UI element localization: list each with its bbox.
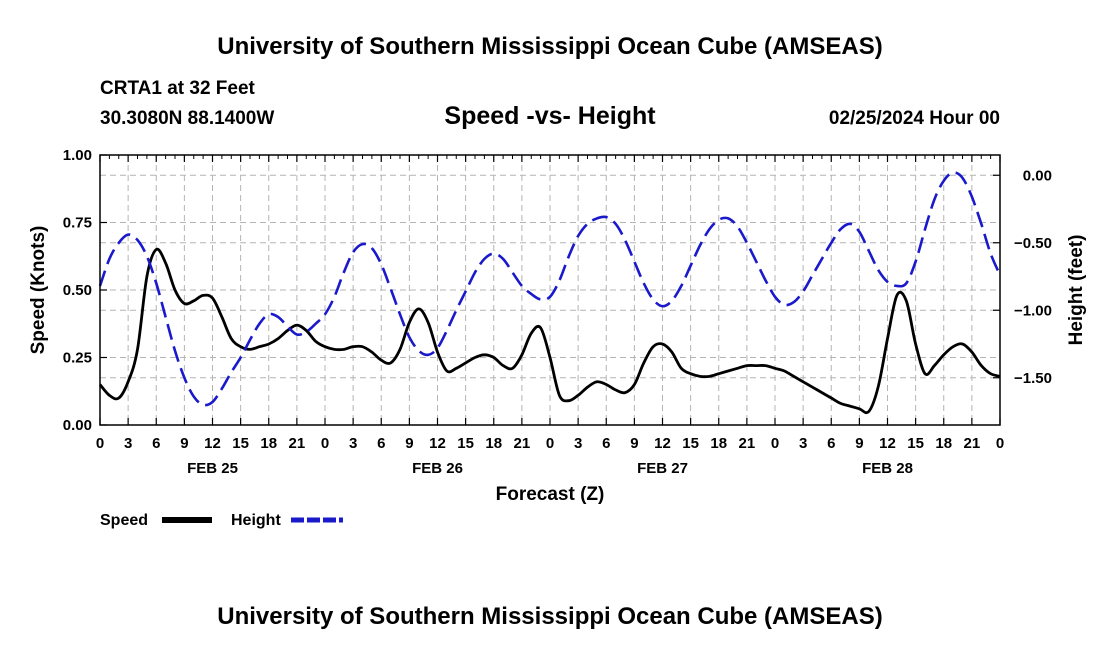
y2-tick-label: −0.50 — [1014, 235, 1052, 252]
x-tick-label: 15 — [907, 435, 924, 452]
x-tick-label: 0 — [771, 435, 779, 452]
date-label: FEB 27 — [637, 460, 688, 477]
date-label: FEB 28 — [862, 460, 913, 477]
date-label: FEB 25 — [187, 460, 238, 477]
x-tick-label: 9 — [405, 435, 413, 452]
x-tick-label: 3 — [124, 435, 132, 452]
x-tick-label: 18 — [935, 435, 952, 452]
y2-tick-label: −1.00 — [1014, 302, 1052, 319]
x-tick-label: 18 — [485, 435, 502, 452]
x-tick-label: 12 — [204, 435, 221, 452]
coordinates-label: 30.3080N 88.1400W — [100, 108, 274, 129]
speed-series-line — [98, 247, 1001, 415]
x-tick-label: 3 — [799, 435, 807, 452]
height-series-line — [98, 171, 1002, 407]
station-label: CRTA1 at 32 Feet — [100, 78, 256, 99]
series-layer — [98, 171, 1002, 415]
y2-tick-label: −1.50 — [1014, 370, 1052, 387]
x-tick-label: 9 — [855, 435, 863, 452]
grid-lines — [100, 155, 1000, 425]
x-tick-label: 21 — [289, 435, 306, 452]
y-tick-label: 0.25 — [63, 350, 92, 367]
y2-axis-title: Height (feet) — [1066, 235, 1087, 346]
x-tick-label: 3 — [349, 435, 357, 452]
y2-tick-label: 0.00 — [1023, 167, 1052, 184]
x-tick-label: 9 — [630, 435, 638, 452]
x-tick-label: 0 — [546, 435, 554, 452]
axes: 0 3 6 9 12 15 18 21 0 3 6 9 12 15 18 21 0 3 6 9 12 15 18 21 0 3 6 9… — [63, 147, 1052, 477]
x-tick-label: 6 — [827, 435, 835, 452]
x-tick-label: 21 — [514, 435, 531, 452]
x-tick-label: 6 — [377, 435, 385, 452]
x-tick-label: 0 — [996, 435, 1004, 452]
x-tick-label: 9 — [180, 435, 188, 452]
page-title: University of Southern Mississippi Ocean… — [217, 33, 882, 60]
legend-speed-label: Speed — [100, 512, 148, 529]
x-tick-label: 15 — [457, 435, 474, 452]
footer-title: University of Southern Mississippi Ocean… — [217, 603, 882, 630]
x-tick-label: 12 — [654, 435, 671, 452]
x-tick-label: 3 — [574, 435, 582, 452]
y-tick-label: 0.00 — [63, 417, 92, 434]
y-axis-title: Speed (Knots) — [28, 226, 49, 355]
date-label: FEB 26 — [412, 460, 463, 477]
x-tick-label: 12 — [879, 435, 896, 452]
x-tick-label: 18 — [260, 435, 277, 452]
legend: Speed Height — [100, 512, 343, 529]
forecast-datetime: 02/25/2024 Hour 00 — [829, 108, 1000, 129]
x-axis-title: Forecast (Z) — [496, 484, 605, 505]
y-tick-label: 0.50 — [63, 282, 92, 299]
x-tick-label: 0 — [96, 435, 104, 452]
chart-title: Speed -vs- Height — [444, 102, 656, 130]
x-tick-label: 21 — [964, 435, 981, 452]
y-tick-label: 0.75 — [63, 215, 92, 232]
x-tick-label: 6 — [602, 435, 610, 452]
x-tick-label: 18 — [710, 435, 727, 452]
x-tick-label: 15 — [232, 435, 249, 452]
legend-height-label: Height — [231, 512, 281, 529]
x-tick-label: 6 — [152, 435, 160, 452]
y-tick-label: 1.00 — [63, 147, 92, 164]
x-tick-label: 12 — [429, 435, 446, 452]
x-tick-label: 15 — [682, 435, 699, 452]
x-tick-label: 0 — [321, 435, 329, 452]
x-tick-label: 21 — [739, 435, 756, 452]
